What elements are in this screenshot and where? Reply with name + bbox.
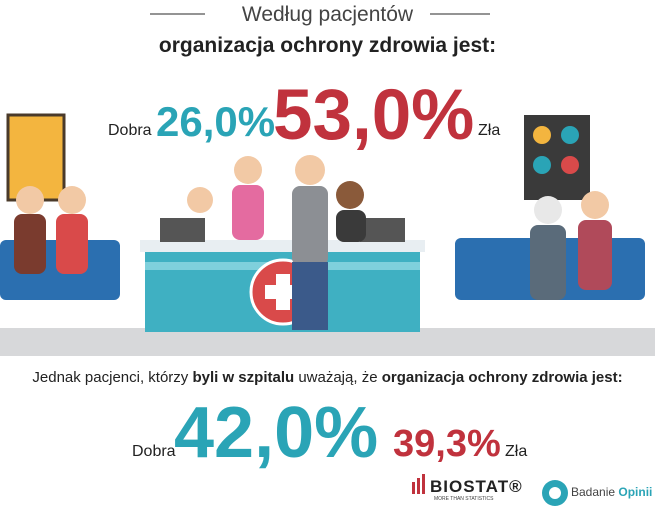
good-value: 26,0% (156, 98, 276, 145)
logo-bar (412, 482, 415, 494)
person (14, 214, 46, 274)
subtitle: organizacja ochrony zdrowia jest: (158, 34, 497, 57)
good-label: Dobra (132, 443, 176, 460)
intro-text: Jednak pacjenci, którzy (32, 369, 193, 386)
bad-value: 53,0% (273, 76, 475, 155)
person (336, 210, 366, 242)
person (234, 156, 262, 184)
laptop (160, 218, 205, 242)
person (578, 220, 612, 290)
poster-left (6, 113, 66, 202)
intro-bold: organizacja ochrony zdrowia jest: (381, 369, 623, 386)
person (187, 187, 213, 213)
logo-bar (422, 474, 425, 494)
intro-text: uważają, że (294, 369, 382, 386)
logo-circle (549, 487, 561, 499)
person (232, 185, 264, 240)
good-label: Dobra (108, 122, 152, 139)
bad-label: Zła (505, 443, 528, 460)
logo-tagline: MORE THAN STATISTICS (434, 496, 494, 502)
person (530, 225, 566, 300)
person (292, 262, 328, 330)
person (534, 196, 562, 224)
person (16, 186, 44, 214)
person (58, 186, 86, 214)
good-value: 42,0% (174, 393, 379, 473)
poster-icon (561, 126, 579, 144)
floor (0, 328, 655, 356)
logo-text: Opinii (618, 485, 653, 499)
logo-bar (417, 478, 420, 494)
person (56, 214, 88, 274)
poster-icon (561, 156, 579, 174)
person (581, 191, 609, 219)
logo-text: Badanie (571, 485, 616, 499)
person (295, 155, 325, 185)
bad-value: 39,3% (393, 423, 501, 465)
desk-top (140, 240, 425, 252)
person (336, 181, 364, 209)
logo-biostat: BIOSTAT® (430, 477, 523, 496)
second-intro: Jednak pacjenci, którzy byli w szpitalu … (0, 370, 655, 385)
laptop (360, 218, 405, 242)
intro-bold: byli w szpitalu (192, 369, 295, 386)
title: Według pacjentów (241, 3, 414, 26)
poster-icon (533, 156, 551, 174)
poster-right (524, 115, 590, 200)
logo-badanie: Badanie Opinii (571, 486, 652, 498)
poster-icon (533, 126, 551, 144)
bad-label: Zła (478, 122, 501, 139)
person (292, 186, 328, 266)
